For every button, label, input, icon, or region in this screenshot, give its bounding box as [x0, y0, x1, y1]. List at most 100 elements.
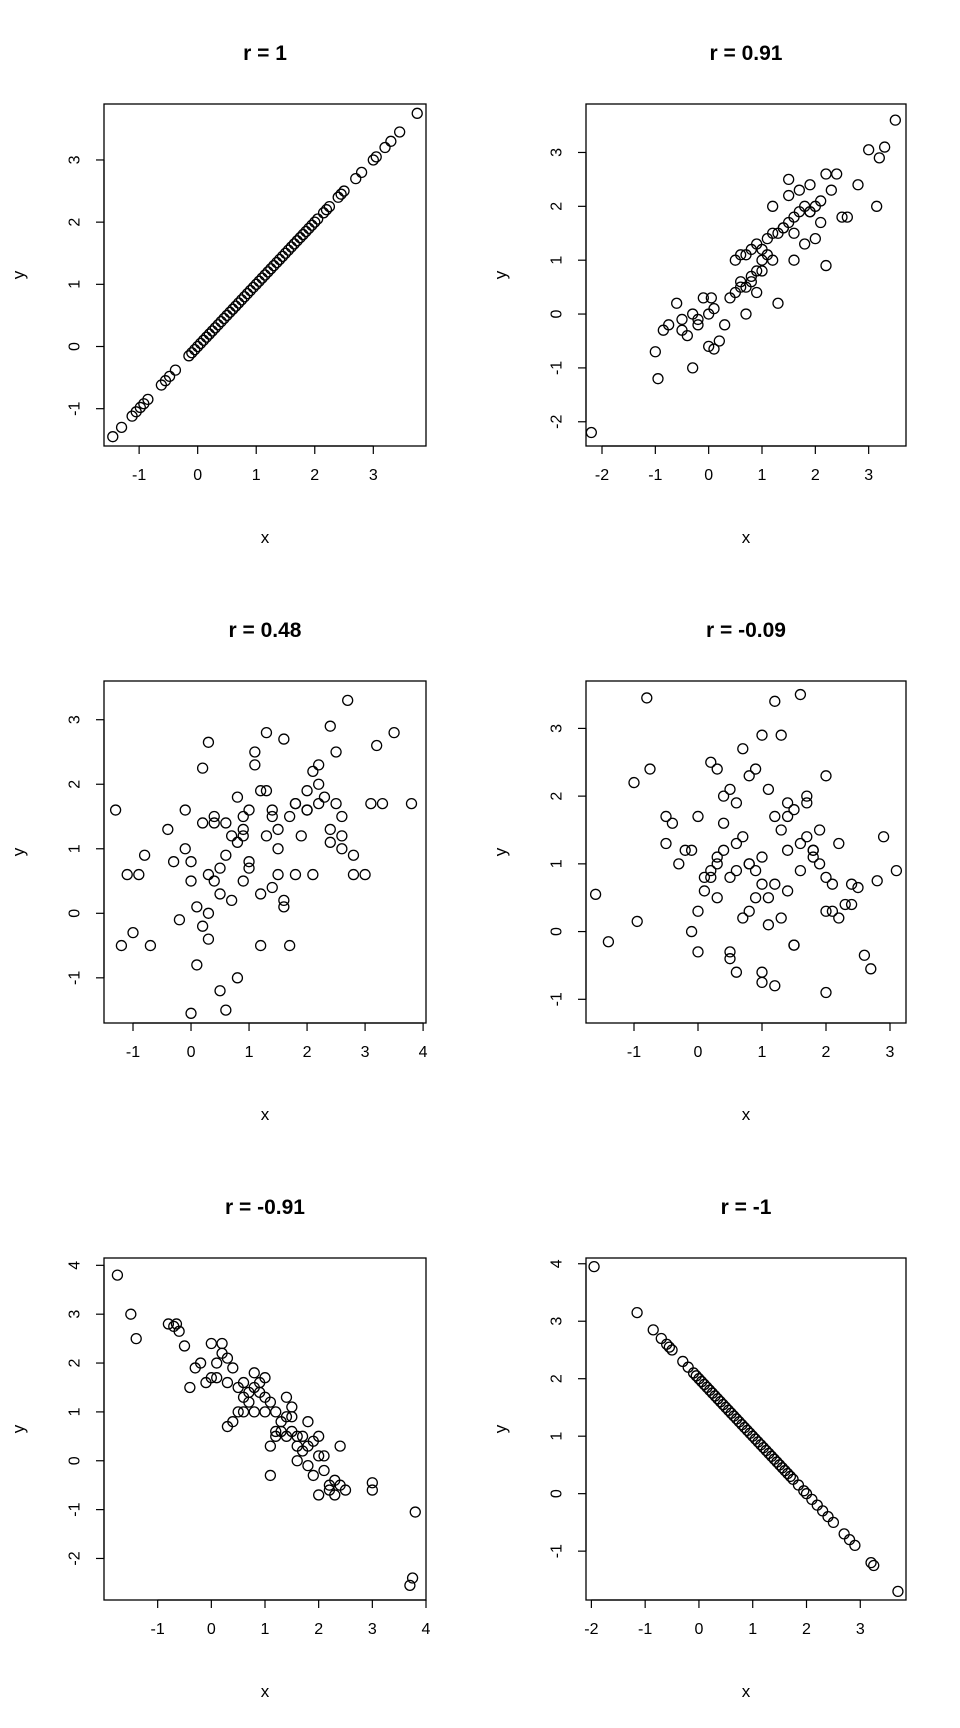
data-point — [849, 1539, 861, 1552]
x-tick-label: -1 — [638, 1621, 652, 1638]
data-point — [366, 1477, 378, 1489]
data-point — [189, 343, 201, 356]
data-point — [799, 238, 811, 250]
data-point — [200, 331, 213, 343]
data-point — [365, 797, 377, 810]
data-point — [227, 303, 239, 315]
data-point — [879, 141, 891, 153]
panel-title: r = 1 — [243, 42, 287, 65]
data-point — [385, 135, 397, 147]
data-point — [272, 868, 284, 881]
data-point — [224, 306, 236, 318]
data-point — [309, 216, 321, 228]
data-point — [297, 228, 309, 241]
data-point — [194, 1357, 207, 1369]
data-point — [783, 189, 795, 202]
data-point — [873, 152, 885, 164]
data-point — [264, 1469, 277, 1482]
y-tick-label: 2 — [549, 1374, 566, 1383]
x-tick-label: -1 — [126, 1044, 140, 1061]
data-point — [259, 1391, 271, 1403]
data-point — [115, 939, 128, 952]
data-point — [244, 284, 257, 297]
data-point — [170, 1318, 183, 1330]
data-point — [307, 868, 319, 881]
y-tick-label: -1 — [549, 992, 566, 1006]
data-point — [254, 939, 267, 952]
x-tick-label: 1 — [245, 1044, 254, 1061]
data-point — [162, 1318, 175, 1330]
data-point — [212, 319, 224, 331]
data-point — [214, 888, 226, 900]
data-point — [286, 1401, 298, 1413]
data-points — [585, 114, 901, 439]
x-axis-label: x — [261, 1105, 270, 1124]
x-tick-label: 1 — [758, 467, 767, 484]
data-point — [756, 851, 768, 863]
data-point — [751, 286, 763, 299]
data-point — [183, 350, 195, 362]
data-point — [871, 875, 883, 887]
data-point — [278, 733, 290, 745]
data-point — [836, 211, 848, 223]
data-point — [845, 898, 858, 911]
data-point — [756, 878, 768, 890]
data-point — [303, 222, 315, 235]
data-point — [820, 986, 832, 999]
data-point — [366, 1484, 378, 1496]
data-point — [225, 894, 238, 907]
y-tick-label: 1 — [549, 1432, 566, 1441]
data-point — [724, 783, 736, 796]
data-point — [347, 868, 360, 881]
x-tick-label: 3 — [856, 1621, 865, 1638]
x-tick-label: 0 — [694, 1621, 703, 1638]
data-point — [209, 322, 221, 334]
data-point — [820, 259, 832, 272]
data-point — [749, 892, 762, 904]
data-point — [218, 312, 230, 325]
data-point — [220, 817, 232, 829]
data-point — [737, 743, 749, 755]
data-point — [687, 308, 699, 320]
data-point — [711, 892, 723, 904]
data-point — [284, 810, 296, 823]
data-point — [264, 1440, 277, 1452]
x-tick-label: 3 — [361, 1044, 370, 1061]
data-point — [259, 1372, 271, 1384]
data-point — [692, 810, 704, 823]
panel-r-0.48: r = 0.48 -1 0 1 2 3 4 -1 0 1 2 3 x y — [9, 619, 428, 1124]
data-point — [208, 875, 220, 887]
data-point — [266, 881, 278, 894]
data-point — [134, 401, 146, 414]
data-point — [660, 810, 672, 823]
data-point — [266, 804, 278, 816]
data-point — [211, 1372, 223, 1384]
data-point — [191, 959, 203, 971]
y-tick-label: 0 — [549, 1489, 566, 1498]
data-point — [652, 373, 664, 385]
data-point — [775, 824, 787, 836]
data-point — [202, 736, 215, 748]
data-point — [300, 225, 312, 238]
data-point — [692, 319, 704, 331]
y-axis-label: y — [9, 270, 28, 279]
data-point — [220, 849, 232, 861]
panel-title: r = -0.09 — [706, 619, 786, 642]
data-point — [220, 1004, 232, 1016]
data-point — [666, 817, 679, 829]
data-point — [370, 151, 382, 163]
data-point — [798, 1485, 810, 1497]
data-point — [833, 912, 845, 924]
data-point — [225, 830, 238, 842]
data-point — [205, 1337, 217, 1350]
data-point — [698, 885, 711, 897]
data-point — [784, 1470, 797, 1483]
data-point — [841, 211, 853, 223]
x-axis: -1 0 1 2 3 4 — [151, 1599, 431, 1638]
data-point — [663, 1341, 676, 1353]
data-point — [820, 770, 832, 782]
y-axis: -1 0 1 2 3 4 — [549, 1259, 587, 1558]
data-point — [330, 746, 342, 758]
panel-r-1: r = 1 -1 0 1 2 3 -1 0 1 2 3 x y — [9, 42, 427, 547]
y-tick-label: 1 — [549, 859, 566, 868]
